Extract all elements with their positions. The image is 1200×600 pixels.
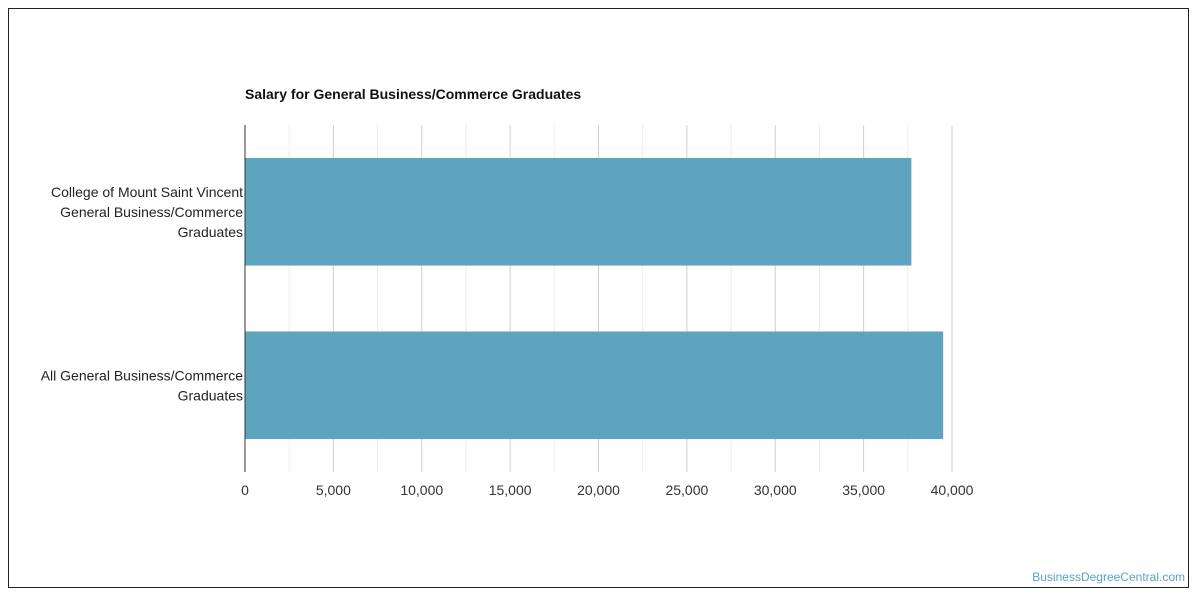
x-tick-label: 35,000	[842, 482, 885, 498]
category-label-line: Graduates	[178, 387, 243, 403]
watermark[interactable]: BusinessDegreeCentral.com	[1032, 570, 1185, 584]
x-tick-label: 30,000	[754, 482, 797, 498]
x-tick-label: 0	[241, 482, 249, 498]
category-label-line: Graduates	[178, 224, 243, 240]
category-label-line: All General Business/Commerce	[41, 367, 244, 383]
chart-frame	[8, 8, 1189, 588]
bar-1	[245, 331, 944, 440]
x-tick-label: 10,000	[400, 482, 443, 498]
x-tick-label: 40,000	[931, 482, 974, 498]
bars	[245, 157, 944, 440]
category-label-1: All General Business/Commerce Graduates	[41, 367, 244, 403]
category-label-line: College of Mount Saint Vincent	[51, 184, 243, 200]
category-label-0: College of Mount Saint Vincent General Bu…	[51, 184, 243, 240]
x-tick-label: 15,000	[489, 482, 532, 498]
category-label-line: General Business/Commerce	[60, 204, 243, 220]
x-tick-label: 5,000	[316, 482, 351, 498]
bar-0	[245, 157, 912, 266]
x-tick-label: 25,000	[665, 482, 708, 498]
x-tick-label: 20,000	[577, 482, 620, 498]
labels: College of Mount Saint Vincent General Bu…	[41, 184, 974, 498]
chart-title: Salary for General Business/Commerce Gra…	[245, 86, 581, 102]
